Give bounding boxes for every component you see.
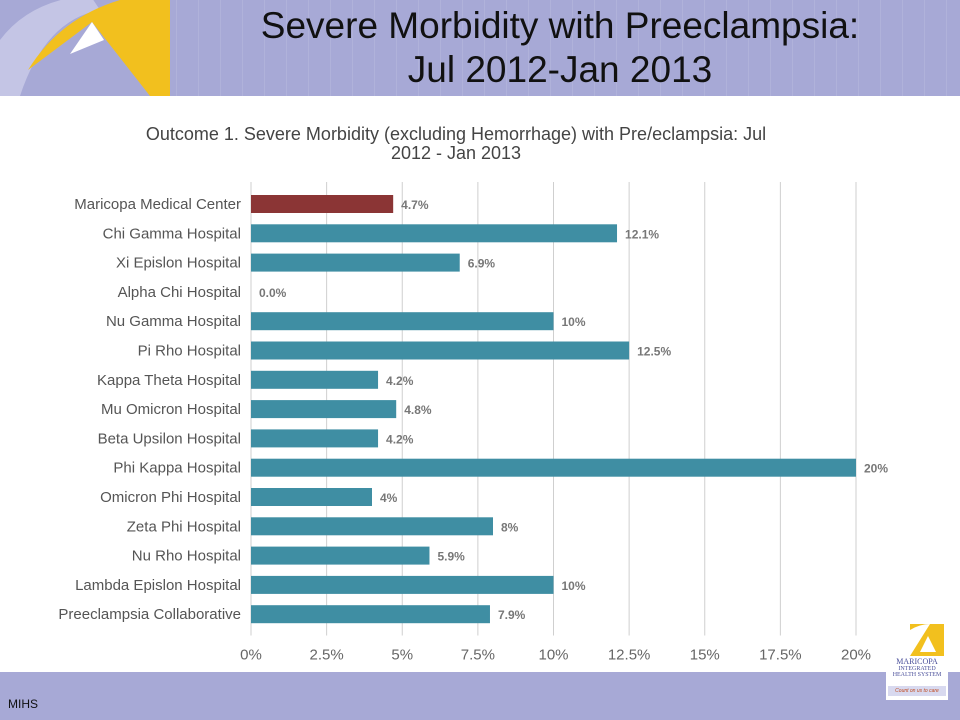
value-label: 4.8% bbox=[404, 403, 432, 417]
category-label: Maricopa Medical Center bbox=[74, 196, 241, 213]
chart-title-line2: 2012 - Jan 2013 bbox=[391, 143, 521, 163]
value-label: 7.9% bbox=[498, 608, 526, 622]
x-tick-label: 0% bbox=[240, 647, 262, 661]
value-label: 5.9% bbox=[437, 550, 465, 564]
category-label: Xi Epislon Hospital bbox=[116, 255, 241, 272]
value-label: 4% bbox=[380, 491, 398, 505]
slide-title: Severe Morbidity with Preeclampsia: Jul … bbox=[180, 4, 940, 92]
chart-title-line1: Outcome 1. Severe Morbidity (excluding H… bbox=[146, 124, 766, 144]
bar bbox=[251, 253, 460, 272]
bar bbox=[251, 224, 618, 243]
bar bbox=[251, 546, 430, 565]
mihs-logo: MARICOPA INTEGRATED HEALTH SYSTEM Count … bbox=[886, 622, 948, 700]
logo-brand-line2: INTEGRATED bbox=[898, 666, 936, 672]
category-label: Zeta Phi Hospital bbox=[127, 518, 241, 535]
bar bbox=[251, 312, 554, 331]
slide-title-line1: Severe Morbidity with Preeclampsia: bbox=[260, 5, 860, 46]
value-label: 6.9% bbox=[468, 257, 496, 271]
category-label: Omicron Phi Hospital bbox=[100, 489, 241, 506]
bar bbox=[251, 458, 856, 477]
value-label: 12.1% bbox=[625, 227, 659, 241]
value-label: 12.5% bbox=[637, 345, 671, 359]
slide-title-line2: Jul 2012-Jan 2013 bbox=[407, 49, 713, 90]
logo-brand-line1: MARICOPA bbox=[896, 657, 938, 666]
logo-brand-line3: HEALTH SYSTEM bbox=[892, 672, 942, 678]
value-label: 4.7% bbox=[401, 198, 429, 212]
bar bbox=[251, 370, 379, 389]
value-label: 8% bbox=[501, 520, 519, 534]
x-tick-label: 17.5% bbox=[759, 647, 802, 661]
footer-label: MIHS bbox=[8, 697, 38, 711]
bar bbox=[251, 488, 372, 506]
category-label: Kappa Theta Hospital bbox=[97, 372, 241, 389]
bar bbox=[251, 517, 493, 536]
bar bbox=[251, 605, 490, 624]
value-label: 10% bbox=[562, 315, 586, 329]
category-labels: Maricopa Medical Center Chi Gamma Hospita… bbox=[58, 196, 241, 623]
category-label: Pi Rho Hospital bbox=[138, 343, 241, 360]
category-label: Preeclampsia Collaborative bbox=[58, 606, 241, 623]
x-tick-label: 20% bbox=[841, 647, 871, 661]
chart-svg: Outcome 1. Severe Morbidity (excluding H… bbox=[58, 124, 888, 664]
footer-band bbox=[0, 672, 960, 720]
category-label: Alpha Chi Hospital bbox=[118, 284, 241, 301]
bar bbox=[251, 429, 379, 448]
x-tick-label: 2.5% bbox=[310, 647, 344, 661]
bar bbox=[251, 575, 554, 594]
category-label: Nu Gamma Hospital bbox=[106, 313, 241, 330]
category-label: Nu Rho Hospital bbox=[132, 548, 241, 565]
bar bbox=[251, 195, 394, 213]
x-tick-label: 15% bbox=[690, 647, 720, 661]
bar bbox=[251, 400, 397, 419]
maricopa-logo bbox=[0, 0, 170, 96]
bar-chart: Outcome 1. Severe Morbidity (excluding H… bbox=[0, 110, 960, 664]
mihs-logo-wordmark: MARICOPA INTEGRATED HEALTH SYSTEM bbox=[888, 657, 946, 679]
value-label: 4.2% bbox=[386, 374, 414, 388]
value-label: 0.0% bbox=[259, 286, 287, 300]
bars bbox=[251, 195, 856, 624]
x-axis-ticks: 0% 2.5% 5% 7.5% 10% 12.5% 15% 17.5% 20% bbox=[240, 647, 871, 664]
category-label: Phi Kappa Hospital bbox=[113, 460, 241, 477]
logo-tagline: Count on us to care bbox=[888, 686, 946, 696]
value-label: 4.2% bbox=[386, 432, 414, 446]
category-label: Mu Omicron Hospital bbox=[101, 401, 241, 418]
x-tick-label: 5% bbox=[391, 647, 413, 661]
x-tick-label: 10% bbox=[538, 647, 568, 661]
category-label: Chi Gamma Hospital bbox=[103, 225, 241, 242]
x-tick-label: 7.5% bbox=[461, 647, 495, 661]
bar bbox=[251, 341, 630, 360]
value-label: 10% bbox=[562, 579, 586, 593]
value-label: 20% bbox=[864, 462, 888, 476]
category-label: Lambda Epislon Hospital bbox=[75, 577, 241, 594]
x-tick-label: 12.5% bbox=[608, 647, 651, 661]
category-label: Beta Upsilon Hospital bbox=[98, 430, 241, 447]
value-labels: 4.7% 12.1% 6.9% 0.0% 10% 12.5% 4.2% 4.8% 4.2% 20%… bbox=[259, 198, 888, 622]
